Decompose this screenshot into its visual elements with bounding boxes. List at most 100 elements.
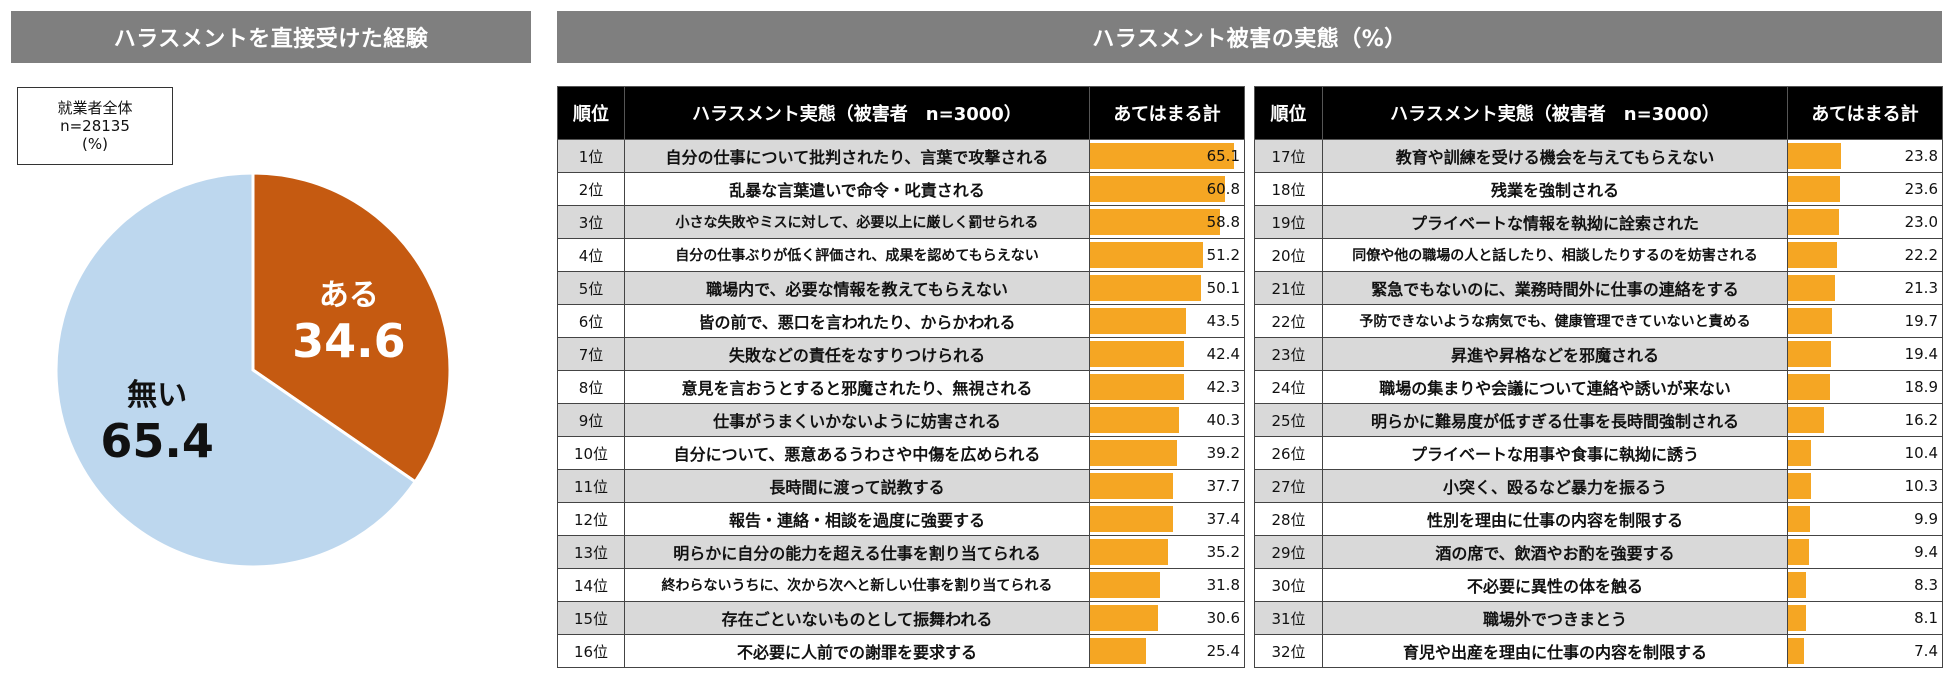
rank-cell: 7位 xyxy=(557,337,625,371)
bar-value-label: 10.3 xyxy=(1904,477,1938,495)
table-row: 11位 長時間に渡って説教する 37.7 xyxy=(557,469,1245,503)
bar xyxy=(1788,638,1805,664)
pie-label-1: ある 34.6 xyxy=(279,270,419,368)
description-cell: 存在ごといないものとして振舞われる xyxy=(624,601,1090,635)
table-row: 3位 小さな失敗やミスに対して、必要以上に厳しく罰せられる 58.8 xyxy=(557,205,1245,239)
ranking-table-right: 順位 ハラスメント実態（被害者 n=3000） あてはまる計 17位 教育や訓練を… xyxy=(1254,86,1943,668)
bar xyxy=(1788,176,1841,202)
description-cell: 職場内で、必要な情報を教えてもらえない xyxy=(624,271,1090,305)
description-cell: 同僚や他の職場の人と話したり、相談したりするのを妨害される xyxy=(1322,238,1788,272)
table-row: 27位 小突く、殴るなど暴力を振るう 10.3 xyxy=(1254,469,1943,503)
rank-cell: 1位 xyxy=(557,139,625,173)
description-cell: 自分の仕事ぶりが低く評価され、成果を認めてもらえない xyxy=(624,238,1090,272)
description-cell: 不必要に異性の体を触る xyxy=(1322,568,1788,602)
description-cell: 育児や出産を理由に仕事の内容を制限する xyxy=(1322,634,1788,668)
bar xyxy=(1788,539,1809,565)
bar-cell: 60.8 xyxy=(1089,172,1245,206)
bar-value-label: 43.5 xyxy=(1206,312,1240,330)
rank-cell: 21位 xyxy=(1254,271,1323,305)
table-row: 24位 職場の集まりや会議について連絡や誘いが来ない 18.9 xyxy=(1254,370,1943,404)
rank-cell: 23位 xyxy=(1254,337,1323,371)
table-row: 1位 自分の仕事について批判されたり、言葉で攻撃される 65.1 xyxy=(557,139,1245,173)
bar xyxy=(1090,308,1187,334)
bar-cell: 35.2 xyxy=(1089,535,1245,569)
bar-value-label: 19.7 xyxy=(1904,312,1938,330)
rank-cell: 17位 xyxy=(1254,139,1323,173)
table-row: 5位 職場内で、必要な情報を教えてもらえない 50.1 xyxy=(557,271,1245,305)
bar-cell: 9.4 xyxy=(1787,535,1943,569)
pie-slice-value: 34.6 xyxy=(292,313,406,368)
bar xyxy=(1090,209,1221,235)
table-row: 8位 意見を言おうとすると邪魔されたり、無視される 42.3 xyxy=(557,370,1245,404)
bar xyxy=(1090,605,1158,631)
bar-value-label: 18.9 xyxy=(1904,378,1938,396)
bar-value-label: 7.4 xyxy=(1914,642,1938,660)
pie-title: ハラスメントを直接受けた経験 xyxy=(11,11,531,63)
description-cell: 性別を理由に仕事の内容を制限する xyxy=(1322,502,1788,536)
sample-info-box: 就業者全体 n=28135 (%) xyxy=(17,87,173,165)
pie-chart: ある 34.6 無い 65.4 xyxy=(53,165,453,575)
bar-cell: 39.2 xyxy=(1089,436,1245,470)
description-cell: 明らかに自分の能力を超える仕事を割り当てられる xyxy=(624,535,1090,569)
bar xyxy=(1090,572,1161,598)
pie-svg xyxy=(54,171,452,569)
description-cell: 終わらないうちに、次から次へと新しい仕事を割り当てられる xyxy=(624,568,1090,602)
table-row: 10位 自分について、悪意あるうわさや中傷を広められる 39.2 xyxy=(557,436,1245,470)
bar-value-label: 39.2 xyxy=(1206,444,1240,462)
description-cell: 職場の集まりや会議について連絡や誘いが来ない xyxy=(1322,370,1788,404)
bar-cell: 10.3 xyxy=(1787,469,1943,503)
bar-cell: 42.3 xyxy=(1089,370,1245,404)
description-cell: 教育や訓練を受ける機会を与えてもらえない xyxy=(1322,139,1788,173)
bar-value-label: 37.4 xyxy=(1206,510,1240,528)
bar-cell: 21.3 xyxy=(1787,271,1943,305)
bar xyxy=(1090,143,1235,169)
description-cell: 小さな失敗やミスに対して、必要以上に厳しく罰せられる xyxy=(624,205,1090,239)
rank-cell: 2位 xyxy=(557,172,625,206)
bar-value-label: 10.4 xyxy=(1904,444,1938,462)
bar-value-label: 21.3 xyxy=(1904,279,1938,297)
table-row: 23位 昇進や昇格などを邪魔される 19.4 xyxy=(1254,337,1943,371)
description-cell: 昇進や昇格などを邪魔される xyxy=(1322,337,1788,371)
rank-header: 順位 xyxy=(1254,86,1323,140)
table-row: 18位 残業を強制される 23.6 xyxy=(1254,172,1943,206)
ranking-title: ハラスメント被害の実態（%） xyxy=(557,11,1942,63)
bar-cell: 51.2 xyxy=(1089,238,1245,272)
unit-label: (%) xyxy=(82,135,108,153)
description-cell: 職場外でつきまとう xyxy=(1322,601,1788,635)
description-cell: 緊急でもないのに、業務時間外に仕事の連絡をする xyxy=(1322,271,1788,305)
bar-value-label: 9.9 xyxy=(1914,510,1938,528)
table-row: 2位 乱暴な言葉遣いで命令・叱責される 60.8 xyxy=(557,172,1245,206)
rank-cell: 14位 xyxy=(557,568,625,602)
description-cell: 予防できないような病気でも、健康管理できていないと責める xyxy=(1322,304,1788,338)
bar xyxy=(1090,506,1173,532)
bar-cell: 43.5 xyxy=(1089,304,1245,338)
description-cell: 乱暴な言葉遣いで命令・叱責される xyxy=(624,172,1090,206)
bar xyxy=(1788,374,1830,400)
table-row: 30位 不必要に異性の体を触る 8.3 xyxy=(1254,568,1943,602)
table-row: 16位 不必要に人前での謝罪を要求する 25.4 xyxy=(557,634,1245,668)
bar-cell: 8.1 xyxy=(1787,601,1943,635)
table-row: 20位 同僚や他の職場の人と話したり、相談したりするのを妨害される 22.2 xyxy=(1254,238,1943,272)
pie-slice-name: ある xyxy=(318,277,379,313)
description-header: ハラスメント実態（被害者 n=3000） xyxy=(1322,86,1788,140)
bar-value-label: 30.6 xyxy=(1206,609,1240,627)
rank-cell: 19位 xyxy=(1254,205,1323,239)
pie-slice-value: 65.4 xyxy=(100,414,214,469)
description-cell: プライベートな情報を執拗に詮索された xyxy=(1322,205,1788,239)
value-header: あてはまる計 xyxy=(1787,86,1943,140)
bar-value-label: 8.3 xyxy=(1914,576,1938,594)
bar-value-label: 22.2 xyxy=(1904,246,1938,264)
description-cell: 不必要に人前での謝罪を要求する xyxy=(624,634,1090,668)
value-header: あてはまる計 xyxy=(1089,86,1245,140)
pie-slice-2 xyxy=(54,171,418,569)
bar xyxy=(1788,572,1807,598)
bar xyxy=(1788,506,1810,532)
bar xyxy=(1090,275,1201,301)
bar-value-label: 42.4 xyxy=(1206,345,1240,363)
rank-cell: 31位 xyxy=(1254,601,1323,635)
table-row: 21位 緊急でもないのに、業務時間外に仕事の連絡をする 21.3 xyxy=(1254,271,1943,305)
rank-cell: 4位 xyxy=(557,238,625,272)
rank-cell: 3位 xyxy=(557,205,625,239)
bar-value-label: 42.3 xyxy=(1206,378,1240,396)
sample-size: n=28135 xyxy=(60,117,130,135)
